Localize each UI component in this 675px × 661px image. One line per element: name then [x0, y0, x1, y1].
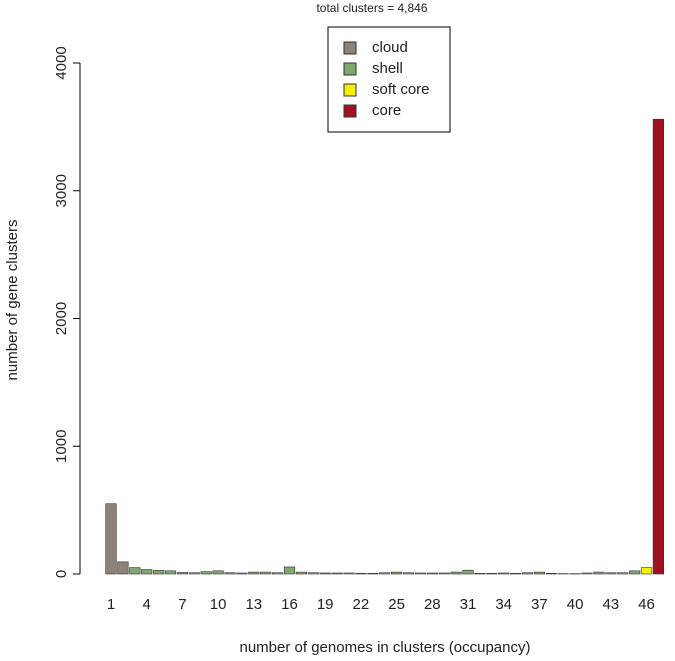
bar: [248, 571, 260, 575]
bar: [593, 571, 605, 575]
x-tick-label: 1: [107, 596, 115, 613]
x-tick-label: 22: [353, 596, 370, 613]
legend-label: soft core: [372, 81, 430, 98]
x-tick-label: 13: [245, 596, 262, 613]
x-tick-label: 19: [317, 596, 334, 613]
legend-swatch: [343, 62, 357, 76]
bar: [438, 572, 450, 575]
x-tick-label: 25: [388, 596, 405, 613]
bar: [628, 570, 641, 575]
y-tick-label: 1000: [53, 430, 70, 463]
bar: [283, 566, 296, 575]
y-axis-title: number of gene clusters: [4, 220, 21, 381]
bar: [652, 118, 664, 575]
bar: [533, 571, 545, 575]
bar: [129, 567, 141, 575]
x-tick-label: 34: [495, 596, 512, 613]
chart-title: total clusters = 4,846: [316, 1, 427, 15]
x-axis-title: number of genomes in clusters (occupancy…: [240, 639, 531, 656]
bar: [212, 570, 224, 575]
bar: [414, 572, 427, 575]
x-tick-label: 7: [178, 596, 186, 613]
bar: [498, 572, 510, 575]
bar: [474, 573, 486, 575]
bar: [200, 571, 212, 575]
x-tick-label: 16: [281, 596, 298, 613]
bar: [319, 572, 331, 575]
bar: [402, 572, 415, 575]
bar: [153, 570, 165, 575]
y-tick-label: 3000: [53, 174, 70, 207]
bar: [295, 571, 308, 575]
y-tick-label: 0: [53, 570, 70, 578]
x-tick-label: 4: [143, 596, 151, 613]
bar: [331, 572, 343, 575]
bar: [224, 572, 236, 575]
bar: [105, 503, 117, 575]
bar: [141, 569, 153, 575]
bar: [355, 572, 367, 575]
bar: [390, 571, 403, 575]
bar: [343, 572, 355, 575]
x-tick-label: 37: [531, 596, 548, 613]
legend-label: core: [372, 102, 401, 119]
bar: [486, 573, 498, 575]
bar: [450, 571, 462, 575]
bar: [260, 571, 272, 575]
bar: [426, 572, 438, 575]
bar: [236, 572, 248, 575]
x-tick-label: 28: [424, 596, 441, 613]
x-tick-label: 10: [210, 596, 227, 613]
x-tick-label: 31: [460, 596, 477, 613]
bar: [164, 570, 177, 575]
bar: [521, 572, 534, 575]
bar: [509, 573, 522, 575]
bar: [640, 567, 653, 575]
legend-label: cloud: [372, 39, 408, 56]
x-tick-label: 43: [602, 596, 619, 613]
bar: [581, 572, 593, 575]
bar: [271, 572, 284, 575]
legend-swatch: [343, 83, 357, 97]
x-tick-label: 40: [567, 596, 584, 613]
y-tick-label: 4000: [53, 46, 70, 79]
bar: [462, 569, 474, 575]
bar: [307, 572, 319, 575]
bar: [379, 572, 391, 575]
legend-swatch: [343, 41, 357, 55]
bar: [176, 572, 189, 575]
bar: [188, 572, 200, 575]
legend-swatch: [343, 104, 357, 118]
bar: [117, 561, 129, 575]
x-tick-label: 46: [638, 596, 655, 613]
bar: [545, 573, 557, 575]
y-tick-label: 2000: [53, 302, 70, 335]
bar: [605, 572, 617, 575]
bar: [367, 573, 379, 575]
bar: [617, 572, 629, 575]
legend-label: shell: [372, 60, 403, 77]
